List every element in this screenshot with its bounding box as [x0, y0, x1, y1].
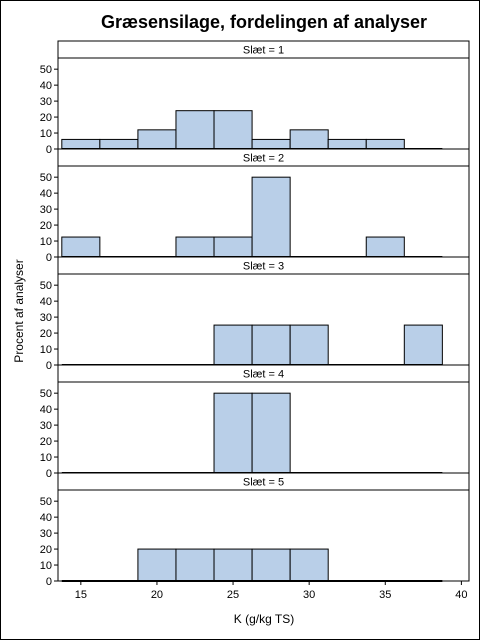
y-tick-label: 30 — [40, 204, 52, 216]
histogram-bar — [99, 138, 139, 150]
y-tick-label: 10 — [40, 560, 52, 572]
y-tick-label: 30 — [40, 528, 52, 540]
histogram-bar — [213, 236, 253, 258]
y-tick-label: 40 — [40, 404, 52, 416]
histogram-bar — [327, 138, 367, 150]
panel-header-label: Slæt = 3 — [243, 261, 284, 273]
x-axis-label: K (g/kg TS) — [234, 612, 294, 626]
histogram-bar — [137, 548, 177, 582]
histogram-bar — [61, 236, 101, 258]
y-tick-label: 20 — [40, 112, 52, 124]
x-tick-label: 40 — [455, 589, 467, 601]
histogram-bar — [213, 110, 253, 150]
y-tick-label: 10 — [40, 236, 52, 248]
y-tick-label: 40 — [40, 188, 52, 200]
histogram-bar — [213, 324, 253, 366]
y-tick-label: 0 — [46, 468, 52, 480]
y-axis-label: Procent af analyser — [12, 259, 26, 362]
y-tick-label: 40 — [40, 296, 52, 308]
histogram-bar — [251, 548, 291, 582]
y-tick-label: 50 — [40, 496, 52, 508]
y-tick-label: 40 — [40, 512, 52, 524]
x-tick-label: 25 — [227, 589, 239, 601]
y-tick-label: 50 — [40, 280, 52, 292]
y-tick-label: 10 — [40, 128, 52, 140]
panel-5: Slæt = 5 0 10 20 30 40 50 15 20 25 30 35 40 — [40, 472, 470, 601]
panel-2: Slæt = 2 0 10 20 30 40 50 — [40, 148, 470, 264]
histogram-bar — [251, 392, 291, 474]
y-tick-label: 30 — [40, 312, 52, 324]
histogram-bar — [213, 548, 253, 582]
y-tick-label: 0 — [46, 144, 52, 156]
histogram-bar — [175, 110, 215, 150]
histogram-bar — [251, 324, 291, 366]
y-tick-label: 20 — [40, 544, 52, 556]
histogram-bar — [175, 236, 215, 258]
panel-4: Slæt = 4 0 10 20 30 40 50 — [40, 364, 470, 480]
histogram-bar — [137, 129, 177, 150]
histogram-bar — [403, 324, 443, 366]
y-tick-label: 50 — [40, 388, 52, 400]
panel-1: Slæt = 1 0 10 20 30 40 50 — [40, 40, 470, 156]
y-tick-label: 30 — [40, 96, 52, 108]
histogram-bar — [289, 324, 329, 366]
panel-header-label: Slæt = 5 — [243, 477, 284, 489]
y-tick-label: 20 — [40, 328, 52, 340]
chart-title: Græsensilage, fordelingen af analyser — [101, 12, 427, 32]
y-tick-label: 50 — [40, 64, 52, 76]
histogram-bar — [251, 138, 291, 150]
histogram-bar — [61, 138, 101, 150]
y-tick-label: 30 — [40, 420, 52, 432]
histogram-bar — [175, 548, 215, 582]
histogram-bar — [213, 392, 253, 474]
panel-plot-border — [57, 489, 470, 582]
x-tick-label: 30 — [303, 589, 315, 601]
y-tick-label: 10 — [40, 452, 52, 464]
panel-header-label: Slæt = 1 — [243, 45, 284, 57]
y-tick-label: 0 — [46, 360, 52, 372]
y-tick-label: 50 — [40, 172, 52, 184]
panel-plot-border — [57, 57, 470, 150]
histogram-bar — [365, 236, 405, 258]
y-tick-label: 40 — [40, 80, 52, 92]
y-tick-label: 20 — [40, 220, 52, 232]
histogram-bar — [289, 548, 329, 582]
x-tick-label: 15 — [75, 589, 87, 601]
panel-3: Slæt = 3 0 10 20 30 40 50 — [40, 256, 470, 372]
panel-header-label: Slæt = 4 — [243, 369, 284, 381]
x-tick-label: 20 — [151, 589, 163, 601]
histogram-bar — [365, 138, 405, 150]
panel-header-label: Slæt = 2 — [243, 153, 284, 165]
y-tick-label: 20 — [40, 436, 52, 448]
y-tick-label: 10 — [40, 344, 52, 356]
y-tick-label: 0 — [46, 576, 52, 588]
histogram-bar — [251, 176, 291, 258]
histogram-bar — [289, 129, 329, 150]
y-tick-label: 0 — [46, 252, 52, 264]
x-tick-label: 35 — [379, 589, 391, 601]
